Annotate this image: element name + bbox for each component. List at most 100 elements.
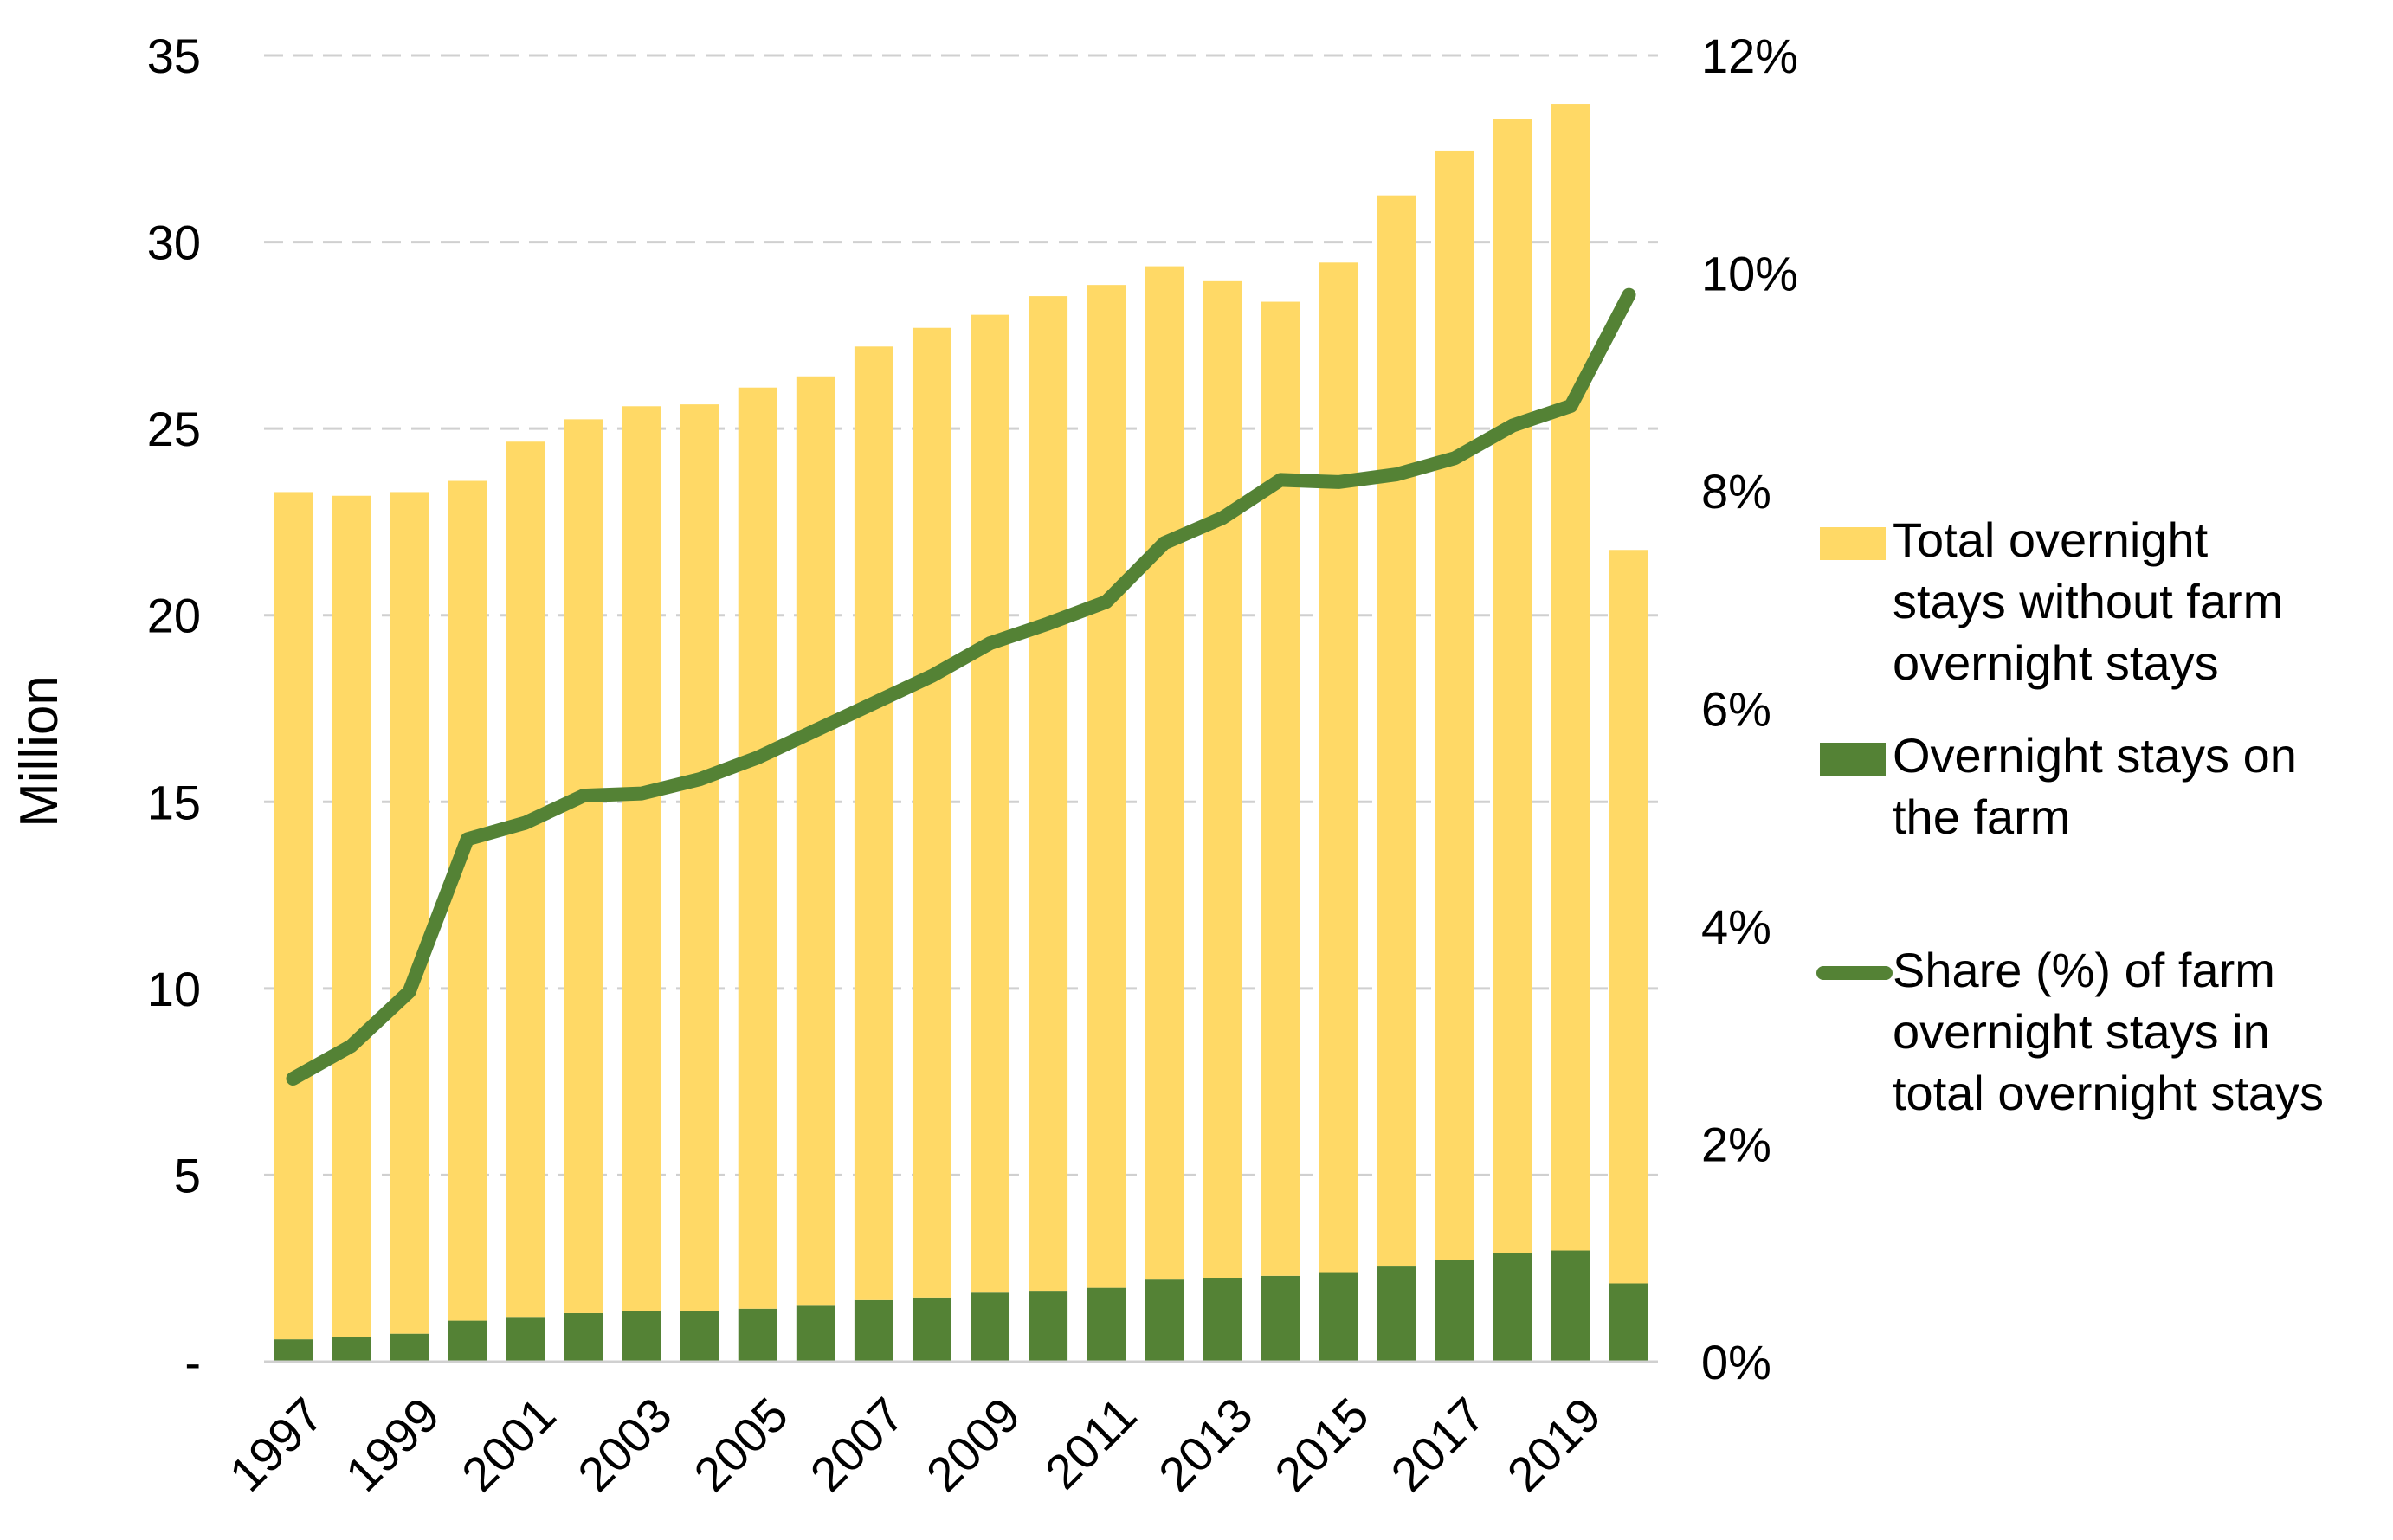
bar-other-1999	[390, 492, 429, 1334]
legend-label: Overnight stays on	[1893, 728, 2297, 783]
bar-farm-2002	[564, 1312, 603, 1362]
y2-tick-label: 4%	[1701, 899, 1771, 954]
share-point-2008	[931, 674, 933, 677]
legend-label: total overnight stays	[1893, 1066, 2324, 1120]
share-point-2013	[1221, 517, 1223, 519]
bar-other-2004	[680, 404, 719, 1311]
x-tick-label: 2013	[1148, 1387, 1263, 1502]
legend-label: overnight stays	[1893, 635, 2219, 690]
share-point-2015	[1338, 480, 1340, 483]
x-tick-label: 2001	[451, 1387, 566, 1502]
bar-farm-1998	[332, 1337, 371, 1362]
bar-other-1998	[332, 495, 371, 1337]
y2-tick-label: 2%	[1701, 1118, 1771, 1172]
x-tick-label: 1999	[335, 1387, 450, 1502]
legend: Total overnight stays without farm overnig…	[1816, 512, 2324, 1120]
share-point-2001	[524, 822, 526, 824]
bar-other-2000	[448, 480, 487, 1321]
y2-tick-label: 6%	[1701, 682, 1771, 737]
x-tick-label: 2017	[1380, 1387, 1495, 1502]
share-point-2017	[1454, 457, 1456, 460]
legend-label: stays without farm	[1893, 574, 2283, 628]
x-tick-label: 2011	[1035, 1387, 1147, 1499]
share-point-2010	[1047, 622, 1049, 625]
bar-other-2003	[622, 406, 661, 1311]
bar-farm-2006	[796, 1305, 835, 1362]
x-tick-label: 2003	[567, 1387, 682, 1502]
bar-other-2005	[738, 387, 777, 1309]
legend-label: Share (%) of farm	[1893, 943, 2275, 997]
share-point-1999	[408, 990, 410, 993]
y-tick-label: 35	[147, 29, 201, 83]
bar-farm-2005	[738, 1308, 777, 1362]
share-point-1998	[350, 1045, 352, 1047]
y-tick-label: -	[184, 1335, 201, 1389]
bar-other-2020	[1609, 550, 1648, 1284]
bar-farm-2003	[622, 1311, 661, 1362]
y-tick-label: 15	[147, 775, 201, 829]
bar-farm-2010	[1029, 1291, 1068, 1362]
x-tick-label: 2015	[1264, 1387, 1379, 1502]
bar-other-1997	[274, 492, 313, 1340]
bar-farm-2008	[912, 1297, 951, 1362]
bar-other-2014	[1261, 301, 1300, 1276]
share-line	[286, 287, 1636, 1086]
x-tick-label: 2005	[683, 1387, 798, 1502]
bar-other-2016	[1377, 195, 1416, 1267]
share-point-2011	[1105, 601, 1107, 603]
bar-farm-1997	[274, 1339, 313, 1362]
gridlines	[264, 54, 1658, 1176]
bar-farm-2012	[1145, 1279, 1184, 1362]
y2-tick-label: 0%	[1701, 1335, 1771, 1389]
bar-farm-1999	[390, 1333, 429, 1362]
bars	[274, 104, 1648, 1362]
bar-farm-2016	[1377, 1266, 1416, 1362]
bar-farm-2020	[1609, 1283, 1648, 1362]
share-point-2016	[1396, 474, 1398, 476]
legend-label: overnight stays in	[1893, 1004, 2270, 1059]
share-point-2003	[641, 792, 643, 795]
bar-other-2015	[1319, 262, 1358, 1273]
share-point-2019	[1570, 404, 1572, 407]
legend-label: the farm	[1893, 789, 2070, 844]
share-point-1997	[292, 1078, 294, 1080]
share-point-2018	[1512, 424, 1514, 427]
share-point-2002	[582, 795, 584, 797]
bar-other-2001	[506, 441, 545, 1318]
bar-other-2008	[912, 327, 951, 1298]
share-line-layer	[286, 287, 1636, 1086]
y-tick-label: 10	[147, 962, 201, 1016]
share-point-2012	[1163, 542, 1165, 544]
x-tick-label: 2009	[916, 1387, 1031, 1502]
y-tick-label: 30	[147, 216, 201, 270]
bar-farm-2001	[506, 1317, 545, 1362]
bar-other-2012	[1145, 266, 1184, 1280]
y-tick-label: 5	[174, 1148, 201, 1202]
y-tick-label: 25	[147, 402, 201, 456]
bar-other-2010	[1029, 296, 1068, 1292]
y2-tick-label: 12%	[1701, 29, 1798, 83]
share-point-2005	[757, 757, 759, 759]
bar-other-2017	[1435, 150, 1474, 1260]
share-point-2000	[466, 838, 468, 841]
y-axis-title: Million	[10, 675, 69, 828]
bar-farm-2013	[1203, 1277, 1242, 1362]
y2-tick-label: 8%	[1701, 464, 1771, 519]
bar-other-2009	[971, 314, 1010, 1293]
share-point-2009	[989, 642, 991, 645]
bar-farm-2014	[1261, 1275, 1300, 1362]
x-tick-label: 1997	[219, 1387, 334, 1502]
bar-farm-2019	[1551, 1250, 1590, 1362]
bar-farm-2000	[448, 1320, 487, 1362]
bar-farm-2015	[1319, 1272, 1358, 1362]
bar-other-2019	[1551, 104, 1590, 1251]
y-tick-label: 20	[147, 589, 201, 643]
share-point-2020	[1628, 293, 1630, 296]
bar-other-2011	[1087, 285, 1126, 1288]
x-tick-label: 2019	[1497, 1387, 1612, 1502]
bar-farm-2018	[1493, 1253, 1532, 1362]
legend-swatch-0	[1820, 527, 1886, 560]
share-point-2006	[815, 729, 817, 731]
bar-farm-2017	[1435, 1260, 1474, 1362]
